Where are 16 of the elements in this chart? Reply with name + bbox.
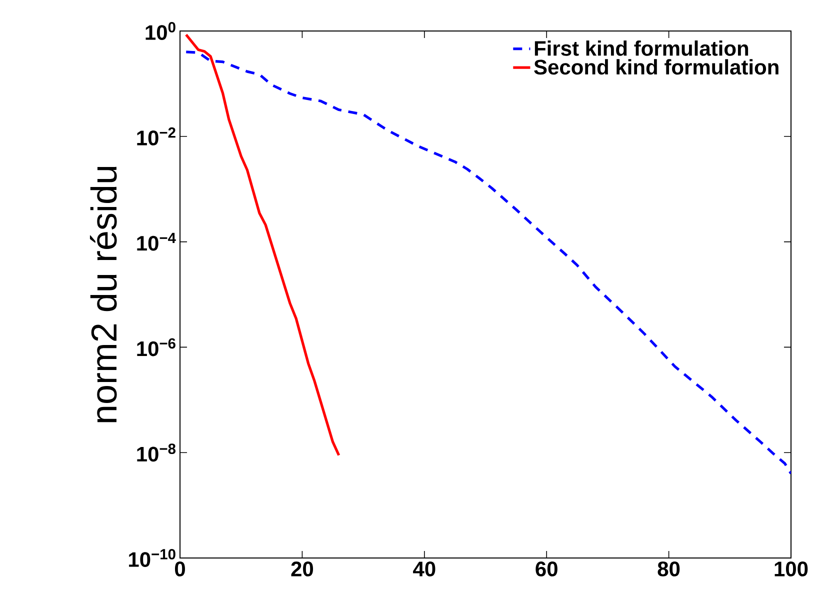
x-tick-label: 80 <box>658 562 680 576</box>
x-tick-label: 40 <box>413 562 436 576</box>
x-tick-label: 60 <box>536 562 558 576</box>
legend-label: First kind formulation <box>534 40 748 56</box>
y-axis-title: norm2 du résidu <box>90 166 117 422</box>
legend-label: Second kind formulation <box>534 59 778 75</box>
y-tick-label: 10$^{−8}$ <box>137 444 176 462</box>
line-series <box>184 33 340 457</box>
y-tick-label: 10$^{−2}$ <box>137 127 176 146</box>
y-tick-label: 10$^{−6}$ <box>137 338 176 356</box>
y-tick-label: 10$^{−4}$ <box>137 232 176 251</box>
x-tick-label: 20 <box>291 562 314 576</box>
y-tick-label: 10$^{0}$ <box>146 22 176 40</box>
y-tick-label: 10$^{−10}$ <box>129 549 176 567</box>
x-tick-label: 0 <box>175 562 185 576</box>
x-tick-label: 100 <box>774 562 808 576</box>
